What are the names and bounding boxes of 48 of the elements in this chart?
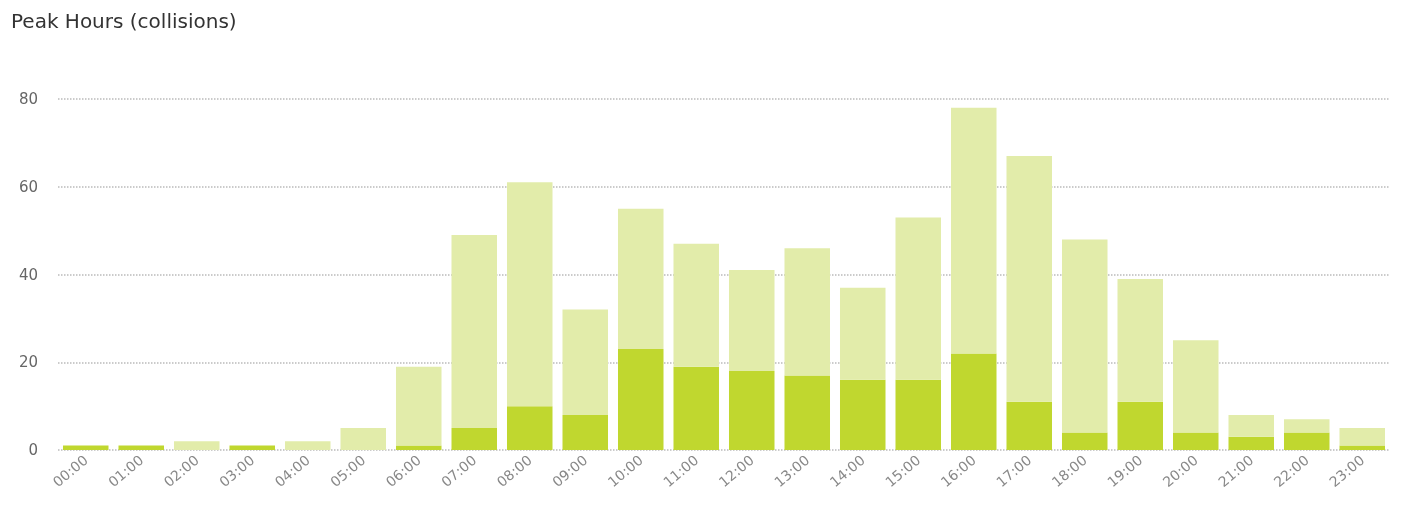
- bar: [451, 235, 498, 429]
- bar: [174, 441, 220, 450]
- bar: [895, 217, 942, 380]
- bar: [340, 428, 387, 450]
- bar: [1283, 432, 1330, 450]
- bar: [1228, 414, 1274, 437]
- bar: [784, 248, 831, 376]
- bar: [784, 375, 831, 450]
- bar: [1061, 432, 1108, 450]
- bar: [507, 406, 553, 450]
- bar: [729, 371, 775, 450]
- bar: [63, 445, 109, 450]
- bar: [1339, 428, 1386, 446]
- bar: [396, 445, 442, 450]
- bar: [1117, 401, 1163, 450]
- bar: [118, 445, 165, 450]
- bar: [951, 107, 997, 354]
- bar: [451, 428, 498, 450]
- bar: [673, 243, 720, 367]
- bar: [1061, 239, 1108, 433]
- bar: [1006, 156, 1053, 402]
- chart-title: Peak Hours (collisions): [11, 9, 237, 33]
- y-tick-label: 40: [18, 265, 38, 284]
- bar: [1117, 278, 1163, 402]
- bar: [895, 379, 942, 450]
- bar: [840, 379, 886, 450]
- bar: [951, 353, 997, 450]
- bar: [562, 309, 609, 415]
- bar: [1172, 432, 1219, 450]
- bar: [229, 445, 276, 450]
- bar: [673, 366, 720, 450]
- bar: [618, 208, 664, 350]
- bar: [1228, 436, 1274, 450]
- y-tick-label: 0: [28, 441, 38, 459]
- bar: [1339, 445, 1386, 450]
- bar: [562, 414, 609, 450]
- y-tick-label: 20: [18, 353, 38, 372]
- bar: [1283, 419, 1330, 433]
- y-tick-label: 60: [18, 177, 38, 196]
- bar: [1172, 340, 1219, 433]
- y-tick-label: 80: [18, 90, 38, 108]
- bar: [840, 287, 886, 380]
- bar: [729, 270, 775, 372]
- bar: [618, 349, 664, 450]
- bar: [285, 441, 331, 450]
- bar: [1006, 401, 1053, 450]
- bar: [396, 366, 442, 446]
- bar: [507, 182, 553, 407]
